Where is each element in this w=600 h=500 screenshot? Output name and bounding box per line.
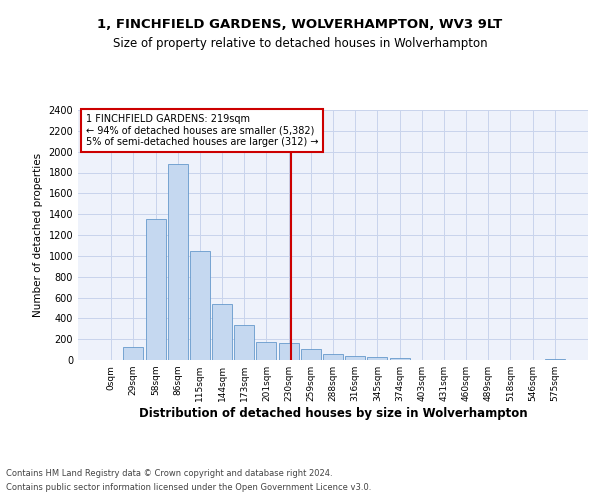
- Bar: [212, 304, 232, 360]
- Text: Contains HM Land Registry data © Crown copyright and database right 2024.: Contains HM Land Registry data © Crown c…: [6, 468, 332, 477]
- Bar: [545, 359, 565, 360]
- Bar: [190, 250, 210, 360]
- Text: Size of property relative to detached houses in Wolverhampton: Size of property relative to detached ho…: [113, 38, 487, 51]
- Bar: [301, 349, 321, 360]
- Bar: [146, 220, 166, 360]
- Bar: [256, 342, 277, 360]
- Bar: [278, 344, 299, 360]
- Bar: [389, 358, 410, 360]
- Text: Contains public sector information licensed under the Open Government Licence v3: Contains public sector information licen…: [6, 484, 371, 492]
- Bar: [367, 358, 388, 360]
- Bar: [124, 347, 143, 360]
- X-axis label: Distribution of detached houses by size in Wolverhampton: Distribution of detached houses by size …: [139, 407, 527, 420]
- Bar: [323, 354, 343, 360]
- Bar: [345, 356, 365, 360]
- Bar: [168, 164, 188, 360]
- Y-axis label: Number of detached properties: Number of detached properties: [33, 153, 43, 317]
- Bar: [234, 324, 254, 360]
- Text: 1, FINCHFIELD GARDENS, WOLVERHAMPTON, WV3 9LT: 1, FINCHFIELD GARDENS, WOLVERHAMPTON, WV…: [97, 18, 503, 30]
- Text: 1 FINCHFIELD GARDENS: 219sqm
← 94% of detached houses are smaller (5,382)
5% of : 1 FINCHFIELD GARDENS: 219sqm ← 94% of de…: [86, 114, 318, 147]
